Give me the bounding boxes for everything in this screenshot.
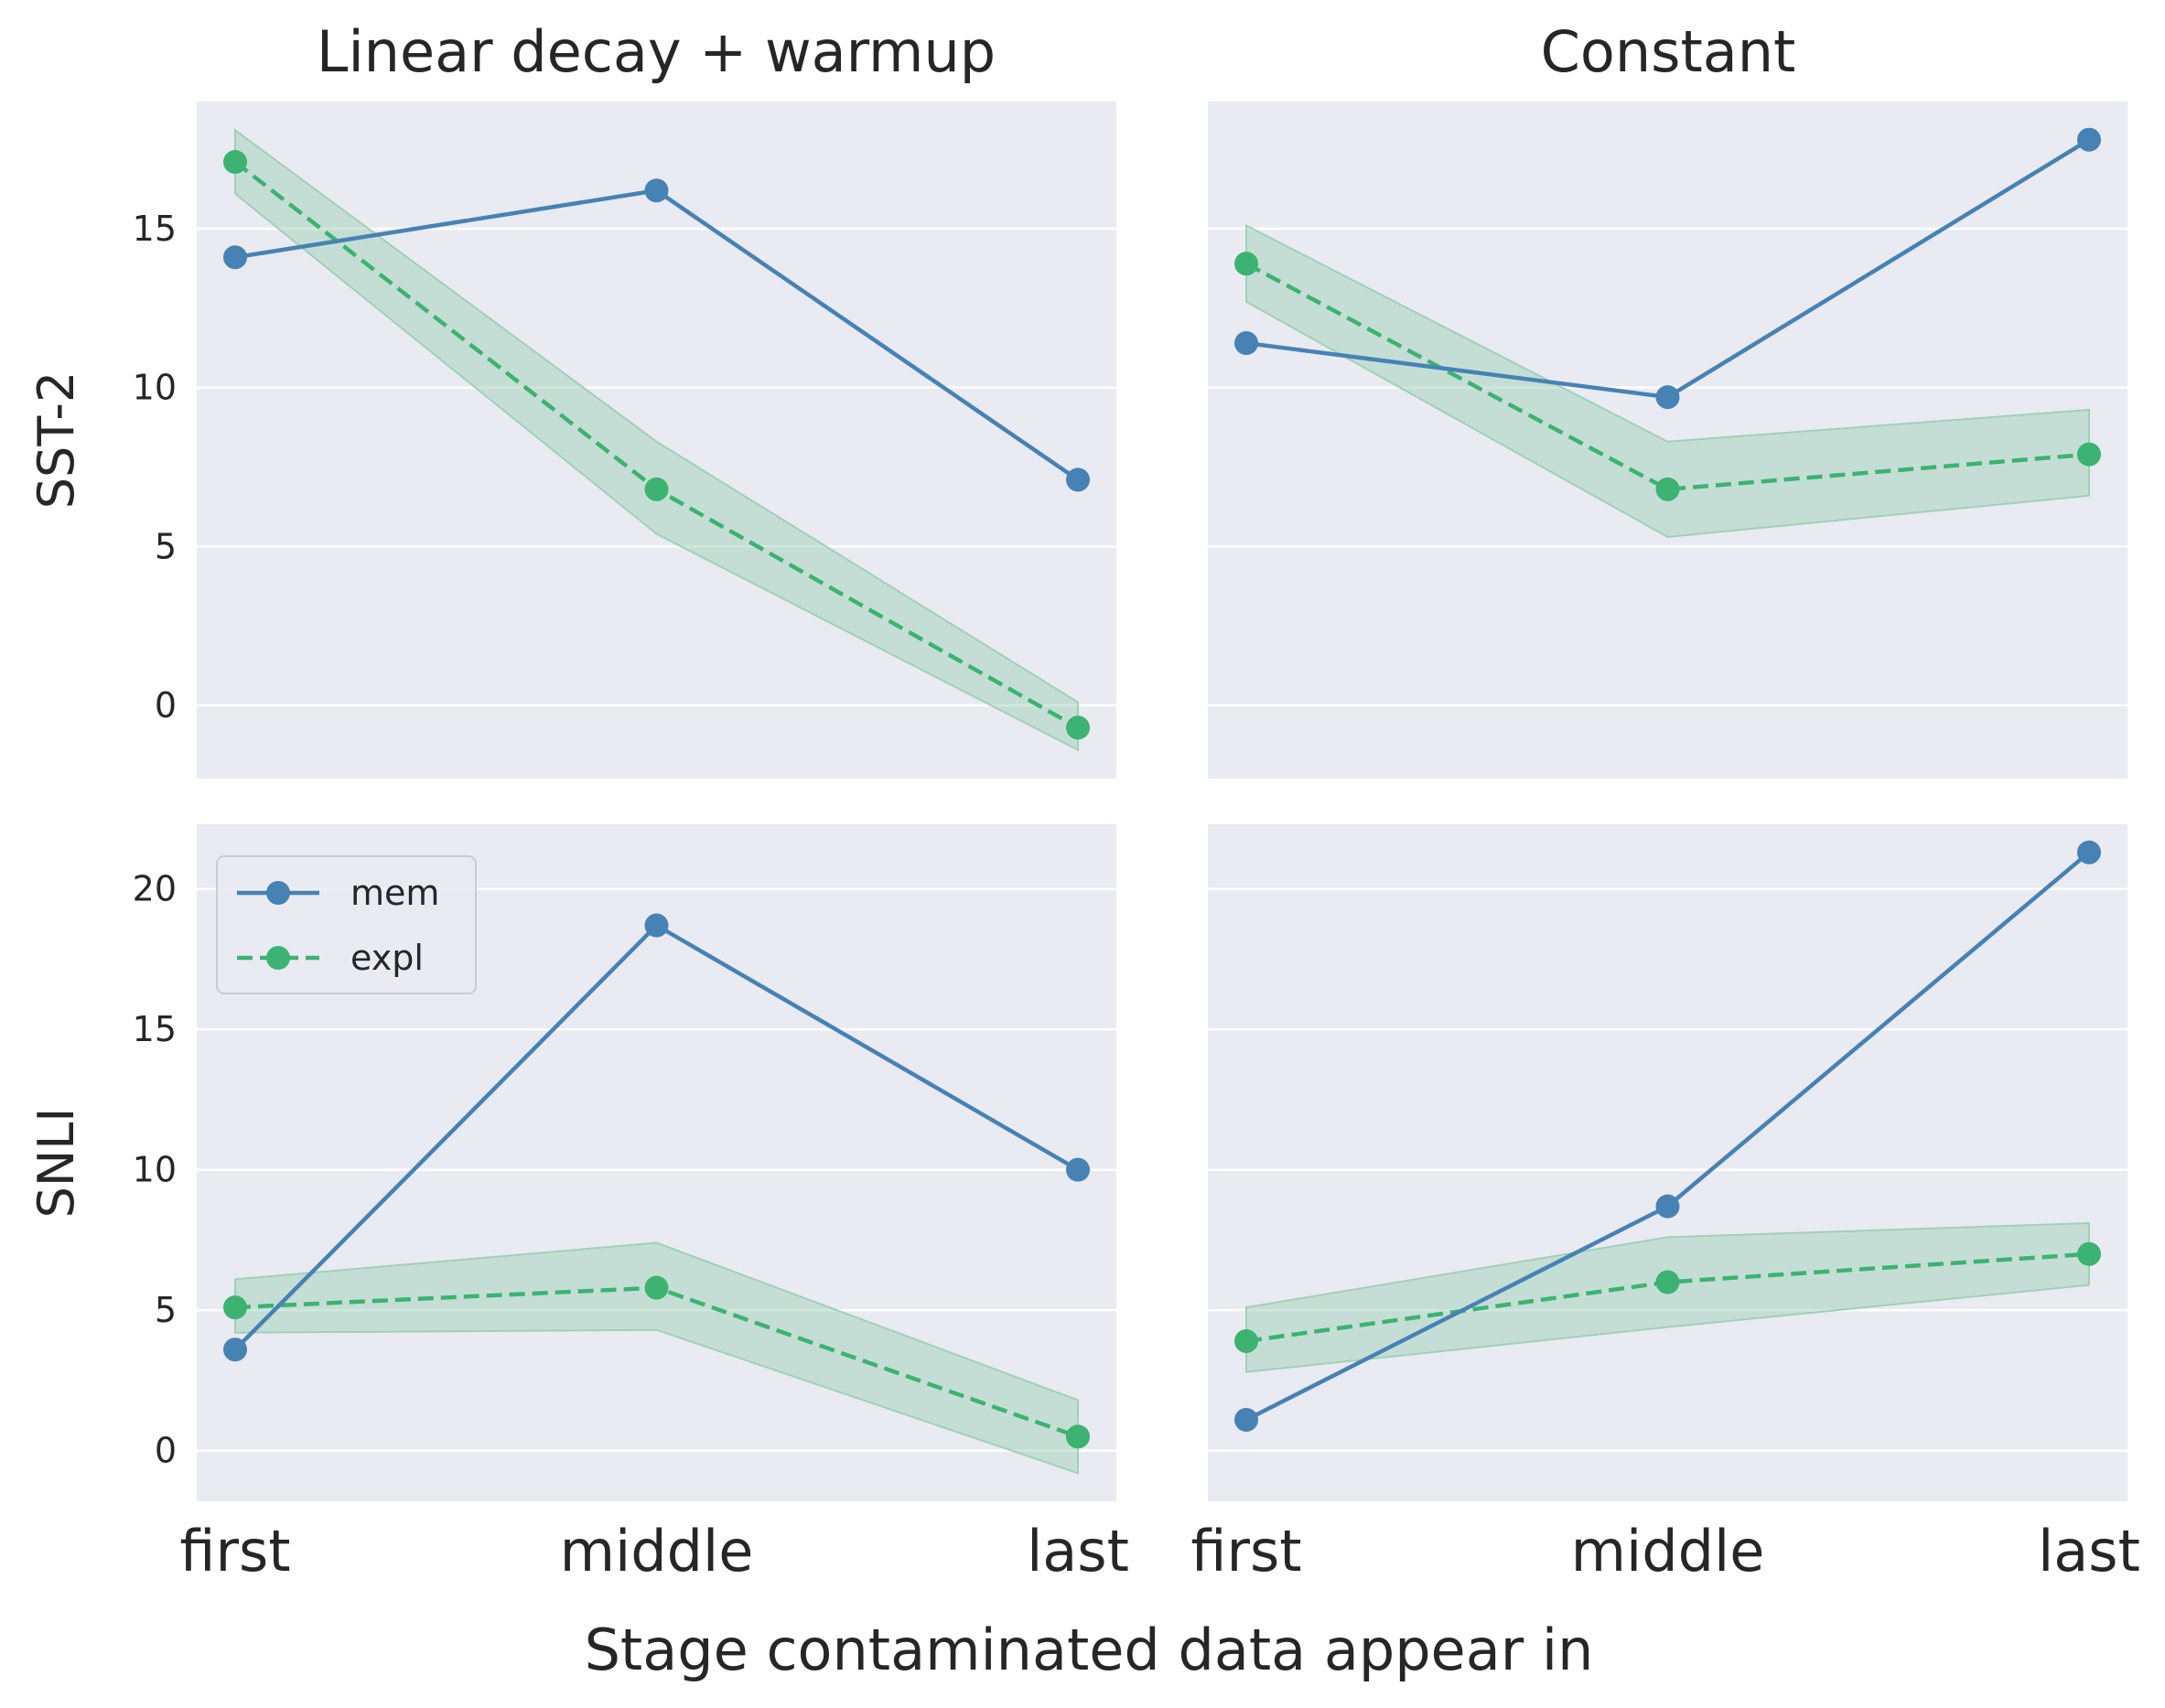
y-tick-label: 0	[155, 1431, 177, 1471]
expl-series-line	[1244, 262, 2090, 492]
mem-point	[223, 245, 247, 270]
x-tick-label: last	[2038, 1518, 2140, 1584]
mem-point	[1655, 385, 1680, 410]
legend-marker-expl	[266, 946, 290, 970]
expl-confidence-band	[1245, 1221, 2090, 1373]
expl-point	[223, 150, 247, 175]
x-tick-label: first	[179, 1518, 290, 1584]
y-tick-label: 15	[133, 209, 177, 249]
y-tick-label: 5	[155, 1290, 177, 1330]
y-tick-label: 0	[155, 685, 177, 725]
x-tick-label: middle	[560, 1518, 754, 1584]
mem-point	[1234, 331, 1258, 356]
x-tick-label: first	[1190, 1518, 1301, 1584]
legend-label-expl: expl	[350, 938, 424, 978]
row-label-sst2: SST-2	[27, 371, 85, 509]
x-tick-label: last	[1027, 1518, 1129, 1584]
panels-layer: 0 5 10 15 0 5 10 15 20 first middle last first middle…	[133, 102, 2140, 1584]
y-tick-label: 20	[133, 869, 177, 909]
expl-point	[1234, 1328, 1258, 1353]
expl-point	[1234, 252, 1258, 276]
mem-point	[2077, 840, 2101, 865]
y-tick-label: 10	[133, 368, 177, 408]
x-axis-label: Stage contaminated data appear in	[585, 1617, 1594, 1683]
expl-point	[223, 1295, 247, 1320]
panel-background	[1208, 824, 2127, 1501]
x-tick-label: middle	[1571, 1518, 1765, 1584]
legend-marker-mem	[266, 881, 290, 905]
y-tick-label: 5	[155, 526, 177, 566]
expl-confidence-band	[1245, 223, 2090, 538]
panel-p1	[1208, 102, 2127, 779]
expl-point	[1066, 715, 1090, 740]
expl-confidence-band	[234, 128, 1079, 752]
expl-point	[644, 1275, 669, 1300]
mem-point	[1066, 467, 1090, 492]
column-title-constant: Constant	[1541, 18, 1796, 85]
expl-confidence-band	[234, 1241, 1079, 1475]
mem-point	[223, 1337, 247, 1362]
legend-label-mem: mem	[350, 873, 439, 913]
panel-p3: first middle last	[1190, 824, 2140, 1584]
mem-point	[644, 913, 669, 938]
mem-point	[1066, 1157, 1090, 1182]
mem-point	[1234, 1407, 1258, 1432]
expl-point	[1066, 1424, 1090, 1449]
mem-point	[644, 178, 669, 203]
column-title-linear: Linear decay + warmup	[317, 18, 996, 85]
expl-point	[644, 477, 669, 501]
row-label-snli: SNLI	[27, 1108, 85, 1219]
expl-point	[2077, 1241, 2101, 1266]
mem-point	[1655, 1194, 1680, 1219]
y-tick-label: 10	[133, 1150, 177, 1190]
expl-point	[1655, 477, 1680, 501]
y-tick-label: 15	[133, 1009, 177, 1049]
panel-p0: 0 5 10 15	[133, 102, 1116, 779]
mem-point	[2077, 127, 2101, 152]
expl-point	[2077, 442, 2101, 467]
expl-point	[1655, 1270, 1680, 1294]
legend: mem expl	[216, 855, 477, 994]
